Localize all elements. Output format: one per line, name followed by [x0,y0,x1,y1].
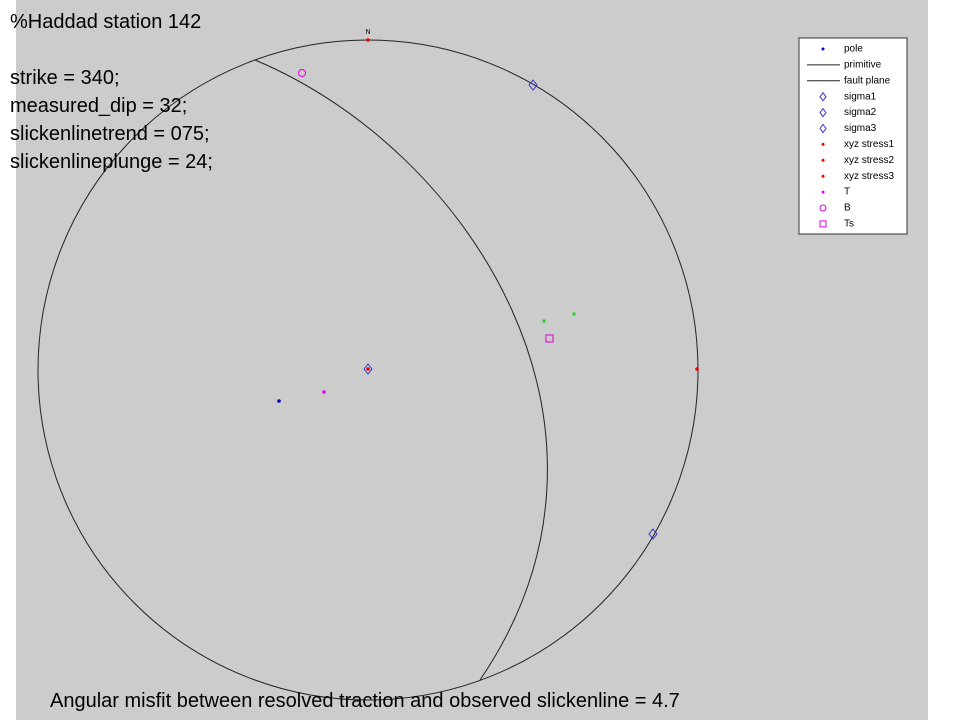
plot-background [16,0,928,720]
legend-symbol [821,142,825,146]
legend-label: sigma2 [844,107,877,118]
legend-label: sigma3 [844,123,877,134]
legend-label: xyz stress3 [844,171,894,182]
footer: Angular misfit between resolved traction… [50,690,680,712]
header-line: slickenlineplunge = 24; [10,151,213,173]
legend-label: B [844,203,851,214]
legend-label: sigma1 [844,91,877,102]
legend-label: primitive [844,60,882,71]
north-label: N [365,29,370,36]
fault-plane [254,59,548,681]
header-line: %Haddad station 142 [10,11,201,33]
marker [695,367,699,371]
legend-label: pole [844,44,863,55]
sigma-marker [648,528,658,540]
marker [542,319,546,323]
legend-symbol [821,174,825,178]
header-line: measured_dip = 32; [10,95,187,117]
legend-symbol [819,91,827,102]
legend-label: xyz stress1 [844,139,894,150]
b-marker [298,69,306,77]
ts-marker [545,334,554,343]
marker [366,38,370,42]
header-line: strike = 340; [10,67,120,89]
legend-symbol [821,158,825,162]
markers [277,38,699,540]
pole-marker [277,399,281,403]
legend-label: Ts [844,219,854,230]
header-line: slickenlinetrend = 075; [10,123,210,145]
legend-box [798,37,908,235]
legend-symbol [819,220,827,228]
legend-symbol [819,123,827,134]
sigma-marker [363,363,373,375]
t-marker [322,390,326,394]
legend-symbol [819,107,827,118]
legend-label: fault plane [844,75,891,86]
legend-symbol [821,47,825,51]
sigma-marker [528,79,538,91]
header: %Haddad station 142 strike = 340; measured… [10,11,213,173]
legend-label: xyz stress2 [844,155,894,166]
marker [366,367,370,371]
legend-label: T [844,187,850,198]
legend-symbol [819,204,827,212]
marker [572,312,576,316]
legend-symbol [821,190,825,194]
legend: pole primitive fault plane sigma1 sigma2 sigm… [807,44,894,230]
